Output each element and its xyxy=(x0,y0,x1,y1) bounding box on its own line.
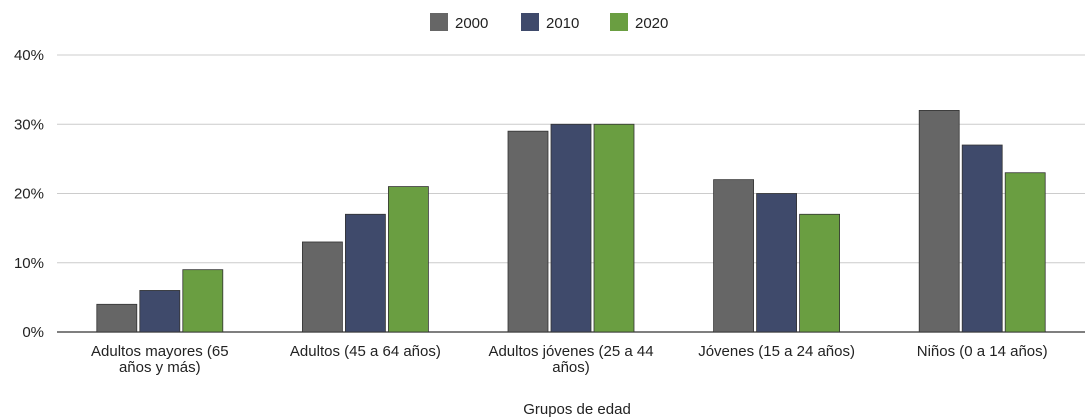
legend-swatch-2020 xyxy=(610,13,628,31)
legend-label-2010: 2010 xyxy=(546,15,579,32)
x-axis-label: Grupos de edad xyxy=(523,401,631,417)
y-tick-label: 0% xyxy=(22,324,44,341)
x-tick-label: Adultos mayores (65 años y más) xyxy=(91,343,229,376)
x-tick-label: Adultos (45 a 64 años) xyxy=(290,343,441,360)
x-axis-ticks: Adultos mayores (65 años y más) Adultos (4… xyxy=(91,343,1048,376)
legend-swatch-2000 xyxy=(430,13,448,31)
legend-label-2020: 2020 xyxy=(635,15,668,32)
bar-2010 xyxy=(550,123,592,333)
bar-2020 xyxy=(593,123,635,333)
bar-2010 xyxy=(344,213,386,333)
y-axis-ticks: 0% 10% 20% 30% 40% xyxy=(14,47,44,341)
bar-2000 xyxy=(713,179,754,333)
bar-2000 xyxy=(96,303,138,333)
bar-2020 xyxy=(387,186,429,333)
bar-2000 xyxy=(507,130,549,333)
y-tick-label: 10% xyxy=(14,255,44,272)
bar-2020 xyxy=(182,269,224,333)
bar-2000 xyxy=(301,241,343,333)
y-tick-label: 20% xyxy=(14,186,44,203)
x-tick-label: Jóvenes (15 a 24 años) xyxy=(698,343,855,360)
bar-2010 xyxy=(139,290,181,333)
y-tick-label: 40% xyxy=(14,47,44,64)
bar-2020 xyxy=(799,213,840,333)
legend-label-2000: 2000 xyxy=(455,15,488,32)
y-tick-label: 30% xyxy=(14,116,44,133)
bar-2020 xyxy=(1004,172,1046,333)
bar-2000 xyxy=(918,110,960,333)
x-tick-label: Niños (0 a 14 años) xyxy=(917,343,1048,360)
legend: 2000 2010 2020 xyxy=(430,13,668,32)
x-tick-label: Adultos jóvenes (25 a 44 años) xyxy=(488,343,653,376)
bar-2010 xyxy=(961,144,1003,333)
legend-swatch-2010 xyxy=(521,13,539,31)
bars xyxy=(96,110,1046,333)
bar-2010 xyxy=(756,193,797,333)
